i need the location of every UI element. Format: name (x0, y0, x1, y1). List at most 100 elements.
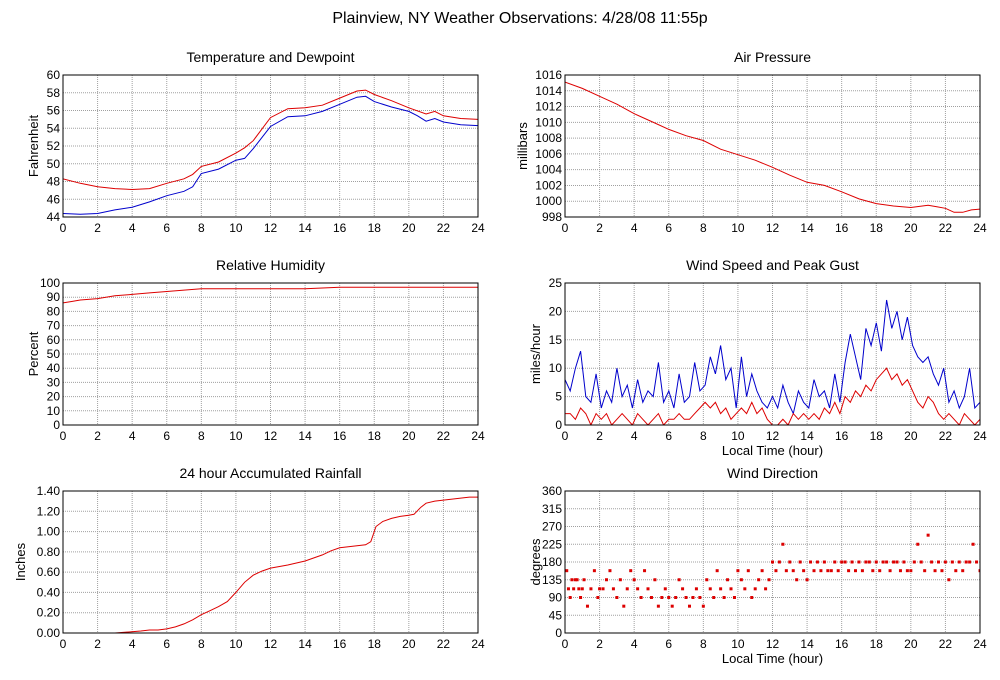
direction-point (809, 560, 813, 564)
chart-title: 24 hour Accumulated Rainfall (179, 465, 361, 481)
y-tick-label: 40 (47, 361, 61, 375)
y-tick-label: 0.40 (37, 585, 61, 599)
direction-point (632, 578, 636, 582)
x-tick-label: 12 (766, 429, 780, 443)
direction-point (912, 560, 916, 564)
direction-point (764, 587, 768, 591)
y-tick-label: 1.40 (37, 484, 61, 498)
direction-point (819, 569, 823, 573)
direction-point (774, 569, 778, 573)
y-tick-label: 998 (542, 210, 562, 224)
direction-point (611, 587, 615, 591)
x-tick-label: 6 (665, 637, 672, 651)
plot-frame (564, 74, 981, 218)
x-tick-label: 4 (129, 221, 136, 235)
direction-point (895, 560, 899, 564)
direction-point (636, 587, 640, 591)
y-axis-label: degrees (528, 538, 543, 585)
y-tick-label: 315 (542, 502, 562, 516)
direction-point (812, 569, 816, 573)
x-tick-label: 22 (939, 637, 953, 651)
direction-point (722, 596, 726, 599)
x-tick-label: 12 (264, 221, 278, 235)
series-line-red (63, 89, 478, 191)
direction-point (582, 578, 586, 582)
y-tick-label: 80 (47, 304, 61, 318)
x-tick-label: 12 (766, 221, 780, 235)
x-tick-label: 22 (939, 221, 953, 235)
direction-point (739, 578, 743, 582)
direction-point (565, 569, 569, 573)
direction-point (978, 569, 980, 573)
direction-point (688, 604, 691, 608)
direction-point (656, 604, 660, 608)
x-tick-label: 8 (700, 637, 707, 651)
y-tick-label: 1014 (535, 84, 562, 98)
direction-point (757, 578, 761, 582)
x-tick-label: 16 (835, 429, 849, 443)
x-tick-label: 10 (229, 637, 243, 651)
direction-point (615, 596, 619, 599)
direction-point (902, 560, 906, 564)
x-tick-label: 8 (198, 221, 205, 235)
direction-point (580, 587, 584, 591)
direction-point (857, 560, 861, 564)
x-tick-label: 20 (402, 429, 416, 443)
series-line-red (63, 286, 478, 304)
x-tick-label: 18 (870, 221, 884, 235)
direction-point (625, 587, 629, 591)
direction-point (622, 604, 626, 608)
direction-point (592, 569, 596, 573)
direction-point (923, 569, 927, 573)
direction-point (653, 578, 657, 582)
series-line-blue (565, 299, 980, 416)
x-tick-label: 2 (94, 221, 101, 235)
direction-point (971, 542, 975, 546)
y-tick-label: 0.20 (37, 606, 61, 620)
y-axis-label: Percent (26, 331, 41, 376)
direction-point (568, 596, 572, 599)
series-line-red (565, 367, 980, 425)
x-tick-label: 10 (731, 429, 745, 443)
x-tick-label: 22 (437, 429, 451, 443)
direction-point (681, 587, 685, 591)
x-tick-label: 0 (562, 637, 569, 651)
x-tick-label: 4 (129, 429, 136, 443)
series-line-red (63, 496, 478, 633)
direction-point (572, 587, 576, 591)
x-tick-label: 8 (700, 429, 707, 443)
x-tick-label: 16 (835, 221, 849, 235)
x-tick-label: 18 (870, 429, 884, 443)
x-tick-label: 0 (60, 637, 67, 651)
direction-point (608, 569, 612, 573)
direction-point (805, 578, 809, 582)
y-tick-label: 52 (47, 139, 61, 153)
direction-point (788, 560, 792, 564)
direction-point (781, 542, 785, 546)
direction-point (670, 604, 674, 608)
direction-point (639, 596, 643, 599)
direction-point (618, 578, 622, 582)
direction-point (947, 578, 951, 582)
direction-point (573, 578, 577, 582)
x-tick-label: 20 (904, 637, 918, 651)
direction-point (629, 569, 633, 573)
y-tick-label: 0 (555, 418, 562, 432)
direction-point (570, 578, 574, 582)
x-tick-label: 10 (731, 637, 745, 651)
y-tick-label: 20 (549, 304, 563, 318)
direction-point (937, 560, 940, 564)
direction-point (660, 596, 664, 599)
x-tick-label: 16 (333, 429, 347, 443)
x-tick-label: 4 (631, 429, 638, 443)
x-tick-label: 20 (402, 637, 416, 651)
y-axis-label: miles/hour (528, 323, 543, 384)
plot-frame (62, 282, 479, 426)
direction-point (684, 596, 688, 599)
direction-point (916, 542, 920, 546)
x-tick-label: 12 (264, 429, 278, 443)
y-tick-label: 1004 (535, 163, 562, 177)
y-tick-label: 44 (47, 210, 61, 224)
